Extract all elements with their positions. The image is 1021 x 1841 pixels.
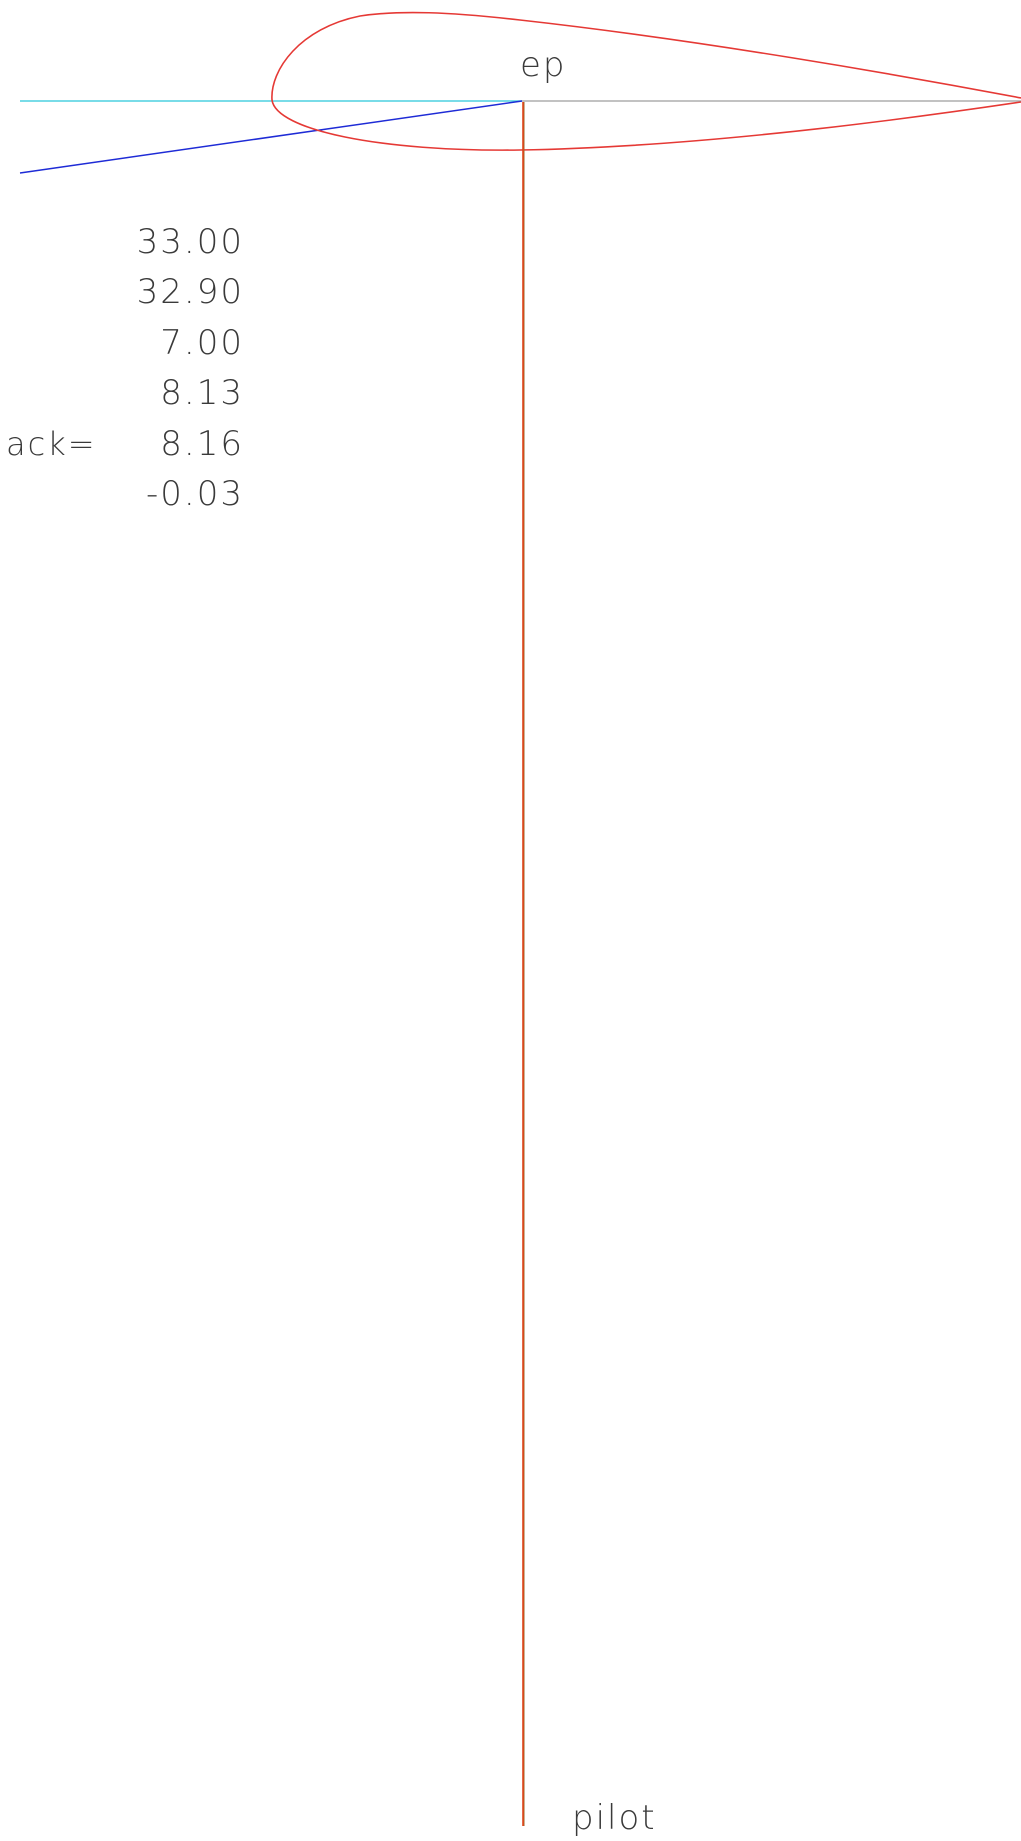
angle-line [19,100,523,174]
value-4: 8.13 [160,373,244,413]
value-2: 32.90 [137,272,244,312]
left-label: ack= [6,425,97,463]
value-6: -0.03 [146,474,244,514]
value-5: 8.16 [160,424,244,464]
value-3: 7.00 [160,323,244,363]
value-1: 33.00 [137,222,244,262]
pilot-label: pilot [572,1798,657,1838]
center-point-label: ep [520,45,567,85]
airfoil-profile [271,11,1021,151]
